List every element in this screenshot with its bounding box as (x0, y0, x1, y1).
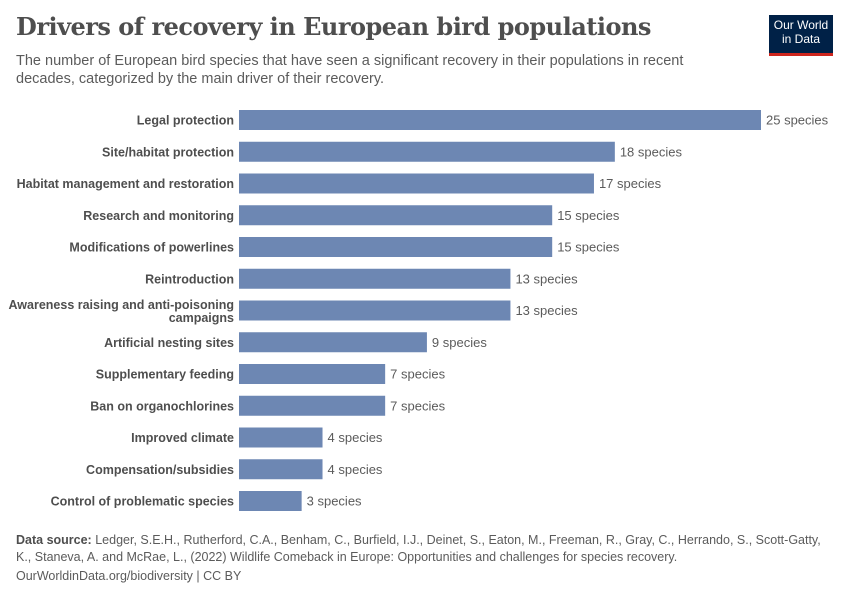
bar[interactable] (239, 205, 553, 226)
category-label: Compensation/subsidies (86, 463, 234, 477)
category-label: Site/habitat protection (102, 145, 234, 159)
source-text: Ledger, S.E.H., Rutherford, C.A., Benham… (16, 533, 821, 564)
bar[interactable] (239, 491, 302, 511)
data-label: 7 species (390, 398, 445, 413)
bar[interactable] (239, 110, 761, 130)
bar[interactable] (239, 268, 511, 289)
bar[interactable] (239, 364, 386, 384)
bar[interactable] (239, 237, 553, 257)
data-label: 18 species (620, 144, 683, 159)
category-label: Legal protection (137, 114, 234, 128)
data-label: 4 species (328, 462, 383, 477)
category-label: Reintroduction (145, 272, 234, 286)
chart-title: Drivers of recovery in European bird pop… (16, 12, 651, 41)
category-label: Modifications of powerlines (69, 241, 234, 255)
bar[interactable] (239, 395, 386, 416)
bar-chart: 25 species Legal protection 18 species Site… (8, 110, 829, 511)
source-label: Data source: (16, 533, 92, 547)
category-label: Supplementary feeding (96, 368, 234, 382)
data-label: 9 species (432, 335, 487, 350)
data-label: 15 species (557, 240, 620, 255)
category-label: Awareness raising and anti-poisoning camp… (8, 298, 234, 325)
data-label: 3 species (307, 494, 362, 509)
data-label: 15 species (557, 208, 620, 223)
bar[interactable] (239, 173, 594, 194)
data-label: 25 species (766, 113, 829, 128)
bar[interactable] (239, 332, 427, 353)
source-url[interactable]: OurWorldinData.org/biodiversity | CC BY (16, 569, 242, 583)
category-label: Habitat management and restoration (17, 177, 234, 191)
chart-subtitle: The number of European bird species that… (16, 53, 684, 87)
category-label: Artificial nesting sites (104, 336, 234, 350)
data-source: Data source: Ledger, S.E.H., Rutherford,… (16, 532, 836, 566)
data-label: 13 species (515, 303, 578, 318)
bar[interactable] (239, 427, 323, 448)
bar[interactable] (239, 141, 615, 162)
category-label: Improved climate (131, 431, 234, 445)
data-label: 13 species (515, 271, 578, 286)
category-label: Research and monitoring (83, 209, 234, 223)
data-label: 7 species (390, 367, 445, 382)
category-label: Ban on organochlorines (90, 399, 234, 413)
bar[interactable] (239, 300, 511, 321)
owid-logo[interactable]: Our World in Data (769, 15, 833, 56)
data-label: 17 species (599, 176, 662, 191)
bar[interactable] (239, 459, 323, 480)
data-label: 4 species (328, 430, 383, 445)
category-label: Control of problematic species (51, 495, 234, 509)
